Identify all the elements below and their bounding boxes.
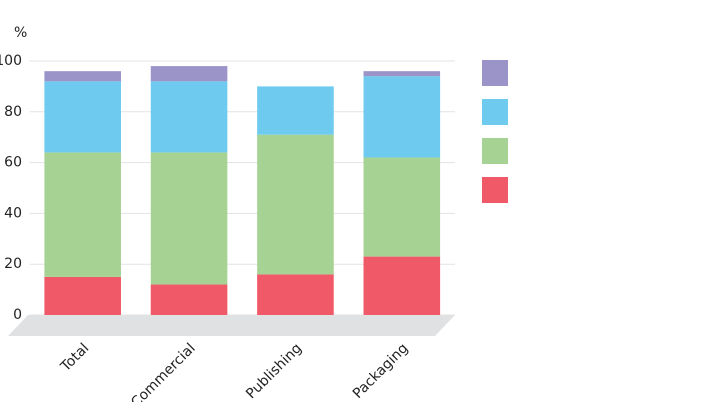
bar-segment: [363, 71, 441, 77]
bar-segment: [363, 157, 441, 257]
bar-segment: [150, 152, 228, 285]
y-tick-label: 20: [4, 256, 22, 272]
bar-segment: [44, 71, 121, 82]
bar-segment: [150, 284, 228, 315]
bar-segment: [257, 134, 334, 275]
x-tick-label: Publishing: [243, 340, 305, 402]
bar-segment: [363, 76, 441, 158]
bar-segment: [150, 81, 228, 153]
bar-segment: [44, 276, 121, 315]
y-tick-label: 0: [13, 307, 22, 323]
bar-segment: [150, 66, 228, 82]
bar-segment: [257, 274, 334, 315]
bar-segment: [257, 86, 334, 135]
legend-swatch: [482, 99, 508, 125]
x-tick-label: Commercial: [128, 340, 199, 402]
y-tick-label: 40: [4, 205, 22, 221]
y-tick-label: 60: [4, 155, 22, 171]
bar-segment: [363, 256, 441, 315]
y-axis-label: %: [14, 25, 27, 41]
legend-swatch: [482, 177, 508, 203]
floor: [8, 315, 455, 336]
x-tick-label: Packaging: [350, 340, 412, 402]
y-tick-label: 100: [0, 53, 22, 69]
legend-swatch: [482, 60, 508, 86]
y-tick-label: 80: [4, 104, 22, 120]
x-tick-label: Total: [57, 340, 92, 375]
bar-segment: [44, 81, 121, 153]
bar-segment: [44, 152, 121, 277]
legend-swatch: [482, 138, 508, 164]
